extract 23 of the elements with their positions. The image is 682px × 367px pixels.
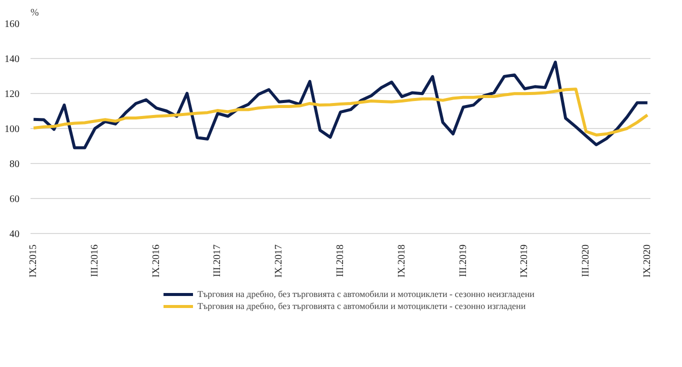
y-axis-title: % (30, 8, 39, 18)
x-tick-label: IX.2020 (642, 244, 653, 278)
x-tick-label: IX.2018 (396, 244, 408, 278)
y-tick-label: 80 (10, 159, 20, 170)
x-tick-label: IX.2016 (150, 244, 162, 278)
y-tick-label: 120 (4, 89, 20, 100)
y-tick-label: 140 (4, 54, 20, 65)
y-tick-label: 40 (10, 229, 20, 240)
x-tick-label: III.2018 (335, 244, 346, 277)
x-tick-label: IX.2015 (28, 244, 40, 278)
x-tick-label: IX.2017 (274, 244, 285, 278)
y-tick-label: 160 (4, 19, 20, 30)
y-tick-label: 100 (4, 124, 20, 135)
x-tick-label: III.2020 (580, 244, 592, 277)
x-tick-label: III.2017 (212, 244, 224, 277)
x-tick-label: III.2016 (89, 244, 100, 277)
line-series (32, 60, 649, 150)
x-tick-label: IX.2019 (519, 244, 530, 278)
legend-label: Търговия на дребно, без търговията с автомобили и мотоциклети - сезонно неизгладени (198, 289, 534, 299)
legend-label: Търговия на дребно, без търговията с автомобили и мотоциклети - сезонно изгладени (198, 301, 526, 311)
y-tick-label: 60 (10, 194, 20, 205)
line-series (32, 88, 649, 136)
x-tick-label: III.2019 (458, 244, 469, 277)
